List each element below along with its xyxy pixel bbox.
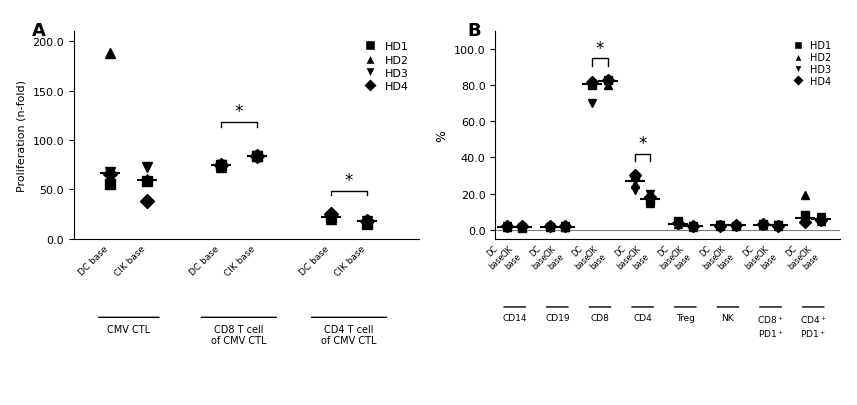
Text: CD4$^+$
PD1$^+$: CD4$^+$ PD1$^+$ — [800, 313, 827, 339]
Text: B: B — [468, 22, 482, 40]
Text: CD14: CD14 — [502, 313, 527, 322]
Text: CD19: CD19 — [545, 313, 570, 322]
Text: CD8 T cell
of CMV CTL: CD8 T cell of CMV CTL — [211, 324, 267, 345]
Y-axis label: %: % — [435, 130, 448, 142]
Y-axis label: Proliferation (n-fold): Proliferation (n-fold) — [16, 80, 27, 192]
Text: CMV CTL: CMV CTL — [107, 324, 150, 334]
Legend: HD1, HD2, HD3, HD4: HD1, HD2, HD3, HD4 — [784, 37, 836, 91]
Text: A: A — [33, 22, 46, 40]
Text: Treg: Treg — [676, 313, 695, 322]
Text: CD8$^+$
PD1$^+$: CD8$^+$ PD1$^+$ — [757, 313, 784, 339]
Text: *: * — [596, 39, 604, 58]
Text: *: * — [638, 135, 647, 153]
Text: CD4: CD4 — [633, 313, 652, 322]
Text: NK: NK — [722, 313, 734, 322]
Text: *: * — [235, 103, 243, 121]
Text: CD8: CD8 — [590, 313, 609, 322]
Text: *: * — [345, 172, 353, 190]
Text: CD4 T cell
of CMV CTL: CD4 T cell of CMV CTL — [321, 324, 377, 345]
Legend: HD1, HD2, HD3, HD4: HD1, HD2, HD3, HD4 — [355, 38, 413, 96]
